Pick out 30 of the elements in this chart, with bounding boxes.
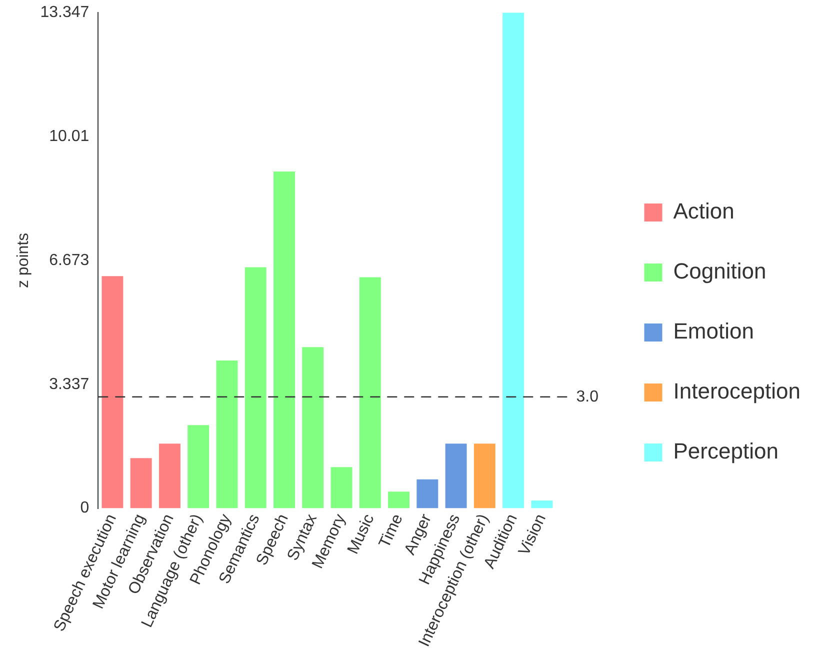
- x-tick-label: Music: [344, 512, 378, 557]
- bar: [388, 492, 410, 508]
- bar: [330, 467, 352, 508]
- legend-label: Cognition: [673, 258, 766, 284]
- legend-label: Emotion: [673, 318, 754, 344]
- y-tick-label: 3.337: [49, 376, 90, 393]
- ref-line-label: 3.0: [576, 388, 599, 406]
- bar: [531, 500, 553, 508]
- legend-label: Interoception: [673, 378, 800, 404]
- y-axis-title: z points: [15, 232, 32, 288]
- bar: [188, 425, 210, 508]
- bar: [102, 276, 124, 508]
- y-tick-label: 6.673: [49, 252, 90, 269]
- bar: [445, 444, 467, 508]
- bar: [130, 458, 152, 508]
- bar: [158, 444, 180, 508]
- bar: [216, 360, 238, 508]
- y-tick-label: 13.347: [40, 4, 90, 22]
- bar: [474, 444, 496, 508]
- bar: [359, 277, 381, 508]
- legend-label: Action: [673, 198, 734, 224]
- bar: [502, 12, 524, 508]
- x-tick-label: Time: [376, 512, 406, 551]
- bar: [416, 479, 438, 508]
- bar: [274, 171, 295, 508]
- legend-label: Perception: [673, 438, 778, 464]
- bar: [244, 267, 266, 508]
- bar: [302, 347, 324, 508]
- y-tick-label: 0: [80, 500, 90, 517]
- y-tick-label: 10.01: [49, 128, 90, 145]
